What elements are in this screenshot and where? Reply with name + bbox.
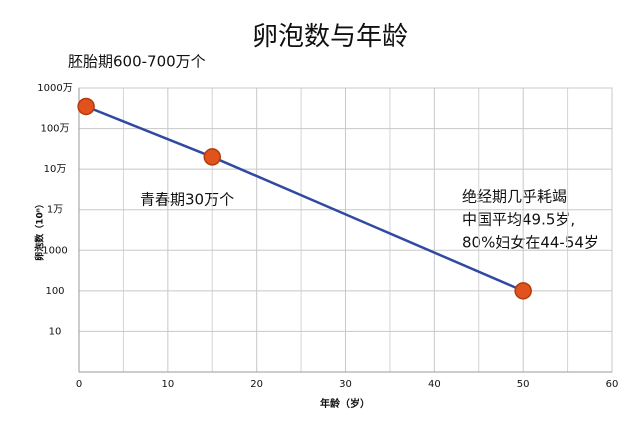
x-tick-label: 0 bbox=[76, 379, 82, 390]
data-point bbox=[514, 282, 532, 300]
x-tick-label: 20 bbox=[250, 379, 263, 390]
y-tick-label: 10万 bbox=[44, 164, 67, 175]
x-tick-label: 40 bbox=[428, 379, 441, 390]
y-tick-label: 1000万 bbox=[37, 83, 72, 94]
x-tick-label: 10 bbox=[161, 379, 174, 390]
y-tick-label: 1000 bbox=[42, 245, 67, 256]
y-axis-label: 卵泡数（10ⁿ） bbox=[34, 199, 46, 261]
annotation: 绝经期几乎耗竭 bbox=[462, 188, 567, 206]
x-axis-label: 年龄（岁） bbox=[320, 397, 370, 410]
x-tick-label: 50 bbox=[517, 379, 530, 390]
y-tick-label: 100万 bbox=[40, 124, 69, 135]
x-tick-label: 30 bbox=[339, 379, 352, 390]
data-point bbox=[203, 148, 221, 166]
data-point bbox=[77, 97, 95, 116]
annotation: 胚胎期600-700万个 bbox=[68, 53, 206, 71]
chart-title: 卵泡数与年龄 bbox=[252, 22, 408, 52]
annotation: 青春期30万个 bbox=[140, 191, 234, 209]
y-tick-label: 10 bbox=[49, 326, 62, 337]
y-tick-label: 1万 bbox=[47, 205, 63, 216]
annotation: 中国平均49.5岁, bbox=[462, 211, 575, 229]
y-tick-label: 100 bbox=[45, 286, 64, 297]
annotation: 80%妇女在44-54岁 bbox=[462, 234, 599, 252]
x-tick-label: 60 bbox=[606, 379, 619, 390]
